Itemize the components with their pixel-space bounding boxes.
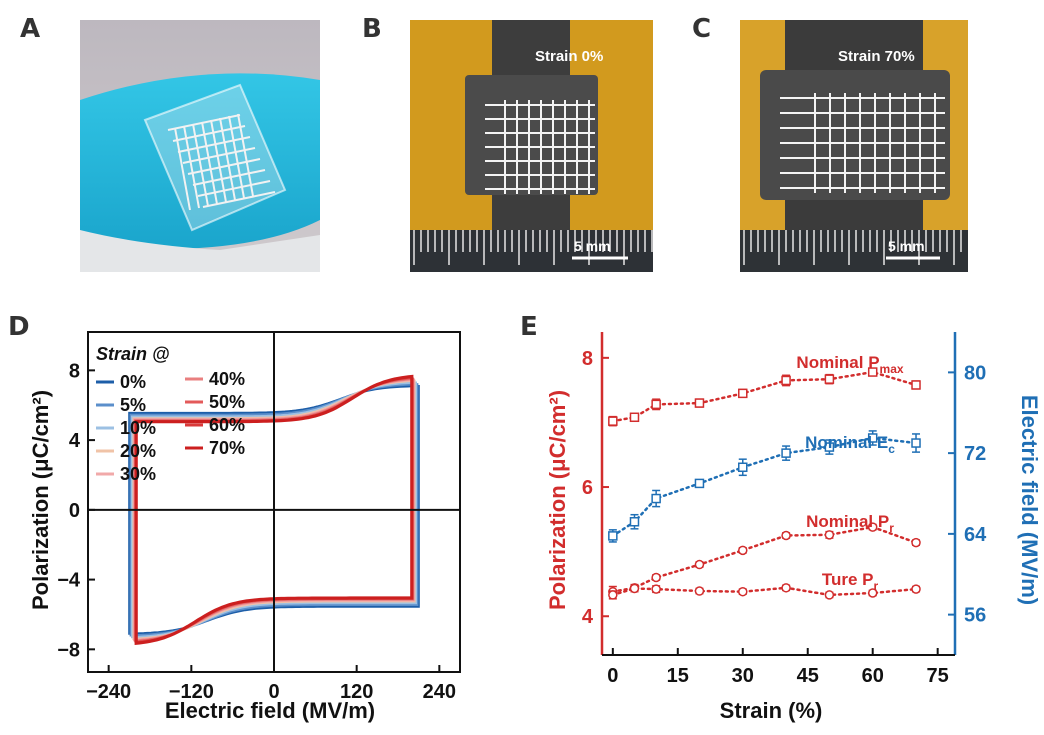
e-right-axis-label: Electric field (MV/m) bbox=[1017, 395, 1042, 605]
photo-c-illustration bbox=[740, 20, 968, 272]
e-x-tick-label: 15 bbox=[667, 665, 689, 687]
d-legend-title: Strain @ bbox=[96, 344, 170, 364]
panel-letter-b: B bbox=[362, 14, 382, 44]
e-square-marker bbox=[608, 531, 618, 541]
e-square-marker bbox=[824, 374, 835, 384]
d-legend-entry: 30% bbox=[120, 464, 156, 484]
e-x-axis-label: Strain (%) bbox=[720, 698, 823, 723]
d-y-tick-label: −8 bbox=[57, 639, 80, 661]
e-circle-marker bbox=[629, 583, 640, 594]
d-legend-entry: 20% bbox=[120, 441, 156, 461]
e-circle-marker bbox=[738, 586, 748, 597]
photo-strain-70: Strain 70% 5 mm bbox=[740, 20, 968, 272]
d-loop-series-0pct bbox=[128, 385, 420, 635]
d-legend-entry: 10% bbox=[120, 418, 156, 438]
d-legend-entry: 40% bbox=[209, 369, 245, 389]
d-loop-series-10pct bbox=[131, 381, 417, 639]
d-y-axis-label: Polarization (μC/cm²) bbox=[28, 390, 53, 610]
d-x-tick-label: −120 bbox=[169, 681, 214, 703]
e-circle-marker bbox=[824, 530, 835, 540]
strain-label-b: Strain 0% bbox=[535, 48, 604, 65]
e-circle-marker bbox=[738, 545, 748, 556]
e-series-label: Nominal Pr bbox=[806, 512, 894, 535]
e-circle-marker bbox=[694, 559, 705, 570]
d-legend-entry: 50% bbox=[209, 392, 245, 412]
panel-letter-c: C bbox=[692, 14, 712, 44]
e-series-label: Nominal Pmax bbox=[796, 353, 903, 376]
d-y-tick-label: 4 bbox=[69, 430, 81, 452]
e-square-marker bbox=[781, 448, 791, 458]
e-square-marker bbox=[629, 517, 640, 527]
d-x-axis-label: Electric field (MV/m) bbox=[165, 698, 375, 723]
e-right-tick-label: 64 bbox=[964, 524, 987, 546]
e-square-marker bbox=[651, 493, 661, 504]
e-right-tick-label: 56 bbox=[964, 605, 986, 627]
d-legend-entry: 70% bbox=[209, 438, 245, 458]
panel-letter-e: E bbox=[520, 312, 538, 342]
e-circle-marker bbox=[867, 522, 878, 532]
photo-b-illustration bbox=[410, 20, 653, 272]
e-square-marker bbox=[738, 462, 748, 473]
strain-dependence-chart: 0 15 30 45 60 75 4 6 8 56 64 72 80 Nominal Pmax Nomin… bbox=[545, 332, 1042, 723]
e-x-tick-label: 30 bbox=[732, 665, 754, 687]
e-circle-marker bbox=[911, 584, 921, 594]
d-x-tick-label: −240 bbox=[86, 681, 131, 703]
e-square-marker bbox=[867, 433, 878, 443]
e-square-marker bbox=[867, 367, 878, 377]
e-square-marker bbox=[694, 478, 705, 489]
e-square-marker bbox=[651, 399, 661, 410]
e-left-tick-label: 4 bbox=[582, 606, 594, 628]
panel-letter-d: D bbox=[8, 312, 30, 342]
e-series-label: Ture Pr bbox=[822, 570, 879, 593]
e-circle-marker bbox=[911, 537, 921, 548]
e-square-marker bbox=[911, 438, 921, 448]
d-loop-series-70pct bbox=[134, 374, 414, 645]
photo-strain-0: Strain 0% 5 mm bbox=[410, 20, 653, 272]
e-circle-marker bbox=[608, 590, 618, 600]
e-circle-marker bbox=[781, 530, 791, 541]
e-right-tick-label: 80 bbox=[964, 362, 986, 384]
e-circle-marker bbox=[694, 586, 705, 596]
e-square-marker bbox=[629, 412, 640, 423]
d-x-tick-label: 0 bbox=[268, 681, 279, 703]
d-legend-entry: 0% bbox=[120, 372, 146, 392]
d-legend-entry: 5% bbox=[120, 395, 146, 415]
e-circle-marker bbox=[651, 572, 661, 583]
e-square-marker bbox=[738, 388, 748, 399]
panel-letter-a: A bbox=[20, 14, 41, 44]
d-y-tick-label: −4 bbox=[57, 570, 81, 592]
e-square-marker bbox=[781, 375, 791, 386]
e-right-tick-label: 72 bbox=[964, 443, 986, 465]
photo-device-on-glove bbox=[80, 20, 320, 272]
e-square-marker bbox=[608, 416, 618, 426]
e-x-tick-label: 45 bbox=[797, 665, 819, 687]
e-square-marker bbox=[911, 380, 921, 390]
e-series-line bbox=[611, 370, 918, 423]
e-left-axis-label: Polarization (μC/cm²) bbox=[545, 390, 570, 610]
e-square-marker bbox=[694, 398, 705, 408]
e-square-marker bbox=[824, 442, 835, 452]
d-loop-series-5pct bbox=[129, 383, 419, 637]
e-x-tick-label: 60 bbox=[862, 665, 884, 687]
d-y-tick-label: 0 bbox=[69, 500, 80, 522]
e-left-tick-label: 8 bbox=[582, 348, 593, 370]
hysteresis-loop-chart: −240 −120 0 120 240 −8 −4 0 4 8 Strain @ 0% 5% 10% 20… bbox=[28, 331, 461, 723]
e-circle-marker bbox=[651, 584, 661, 594]
e-series-label: Nominal Ec bbox=[805, 433, 895, 456]
scale-bar-label-c: 5 mm bbox=[888, 238, 925, 254]
e-circle-marker bbox=[781, 583, 791, 593]
e-left-tick-label: 6 bbox=[582, 477, 593, 499]
e-circle-marker bbox=[824, 590, 835, 600]
scale-bar-label-b: 5 mm bbox=[574, 238, 611, 254]
d-y-tick-label: 8 bbox=[69, 360, 80, 382]
d-legend-entry: 60% bbox=[209, 415, 245, 435]
strain-label-c: Strain 70% bbox=[838, 48, 915, 65]
d-x-tick-label: 120 bbox=[340, 681, 373, 703]
e-circle-marker bbox=[867, 588, 878, 598]
e-x-tick-label: 0 bbox=[607, 665, 618, 687]
d-x-tick-label: 240 bbox=[423, 681, 456, 703]
photo-a-illustration bbox=[80, 20, 320, 272]
e-x-tick-label: 75 bbox=[927, 665, 949, 687]
